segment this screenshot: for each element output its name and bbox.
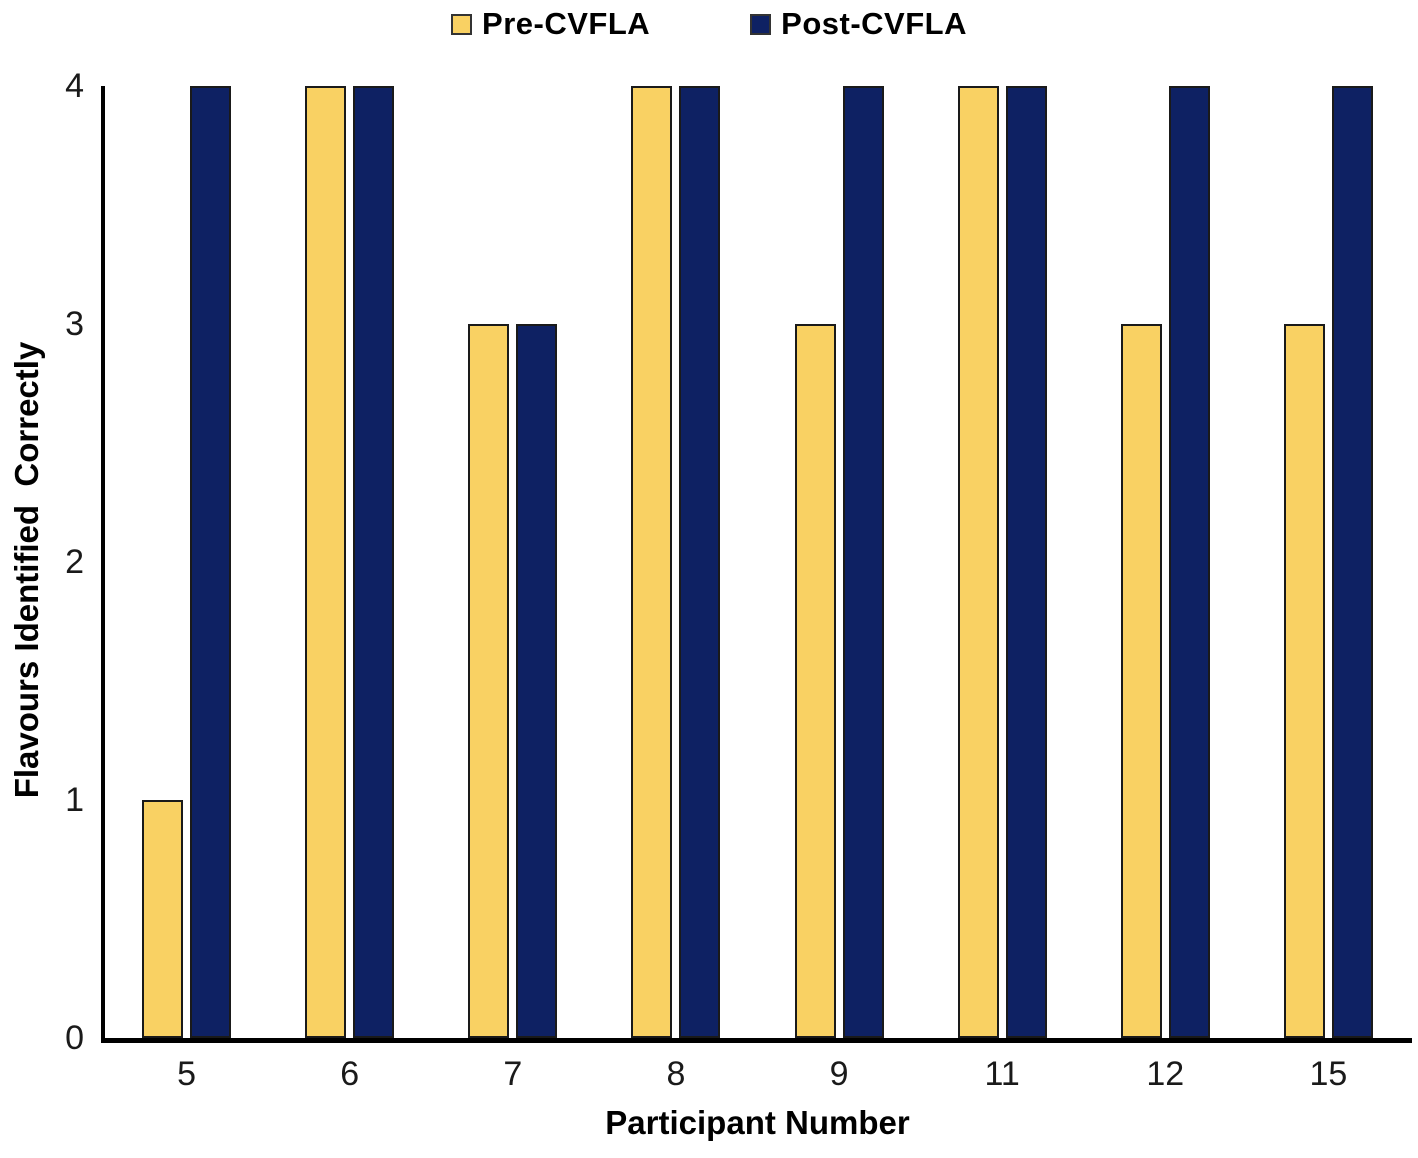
plot-area (105, 86, 1410, 1038)
pre-cvfla-bar-participant-9 (794, 324, 836, 1038)
post-cvfla-bar-participant-11 (1005, 86, 1047, 1038)
bar-group-participant-7 (431, 86, 594, 1038)
legend-item-post-cvfla: Post-CVFLA (750, 6, 967, 42)
bar-group-participant-15 (1247, 86, 1410, 1038)
post-cvfla-bar-participant-7 (516, 324, 558, 1038)
y-tick-label-4: 4 (65, 67, 84, 105)
bar-group-participant-8 (594, 86, 757, 1038)
legend-item-pre-cvfla: Pre-CVFLA (451, 6, 650, 42)
legend-label-post-cvfla: Post-CVFLA (781, 6, 967, 41)
legend: Pre-CVFLA Post-CVFLA (0, 6, 1418, 42)
pre-cvfla-bar-participant-15 (1283, 324, 1325, 1038)
x-tick-label-9: 9 (829, 1055, 849, 1093)
x-tick-labels: 5 6 7 8 9 11 12 15 (105, 1055, 1410, 1094)
x-tick-label-12: 12 (1146, 1055, 1185, 1093)
post-cvfla-swatch-icon (750, 13, 772, 35)
x-axis-line (101, 1038, 1412, 1043)
pre-cvfla-bar-participant-5 (142, 800, 184, 1038)
x-tick-label-7: 7 (503, 1055, 523, 1093)
pre-cvfla-bar-participant-11 (957, 86, 999, 1038)
bar-group-participant-11 (921, 86, 1084, 1038)
bar-group-participant-12 (1084, 86, 1247, 1038)
bar-group-participant-6 (268, 86, 431, 1038)
y-tick-label-3: 3 (65, 305, 84, 343)
legend-label-pre-cvfla: Pre-CVFLA (482, 6, 651, 41)
y-axis-line (101, 86, 105, 1043)
y-tick-label-2: 2 (65, 543, 84, 581)
post-cvfla-bar-participant-9 (842, 86, 884, 1038)
pre-cvfla-bar-participant-6 (305, 86, 347, 1038)
x-axis-title: Participant Number (605, 1104, 910, 1141)
pre-cvfla-bar-participant-12 (1120, 324, 1162, 1038)
post-cvfla-bar-participant-8 (679, 86, 721, 1038)
post-cvfla-bar-participant-15 (1331, 86, 1373, 1038)
post-cvfla-bar-participant-6 (353, 86, 395, 1038)
post-cvfla-bar-participant-12 (1168, 86, 1210, 1038)
y-tick-label-1: 1 (65, 781, 84, 819)
pre-cvfla-bar-participant-8 (631, 86, 673, 1038)
y-tick-label-0: 0 (65, 1019, 84, 1057)
pre-cvfla-swatch-icon (451, 13, 473, 35)
bar-group-participant-5 (105, 86, 268, 1038)
x-tick-label-11: 11 (984, 1055, 1020, 1093)
x-tick-label-6: 6 (340, 1055, 360, 1093)
bar-group-participant-9 (758, 86, 921, 1038)
x-tick-label-15: 15 (1309, 1055, 1348, 1093)
pre-cvfla-bar-participant-7 (468, 324, 510, 1038)
x-tick-label-5: 5 (177, 1055, 197, 1093)
x-tick-label-8: 8 (666, 1055, 686, 1093)
post-cvfla-bar-participant-5 (190, 86, 232, 1038)
